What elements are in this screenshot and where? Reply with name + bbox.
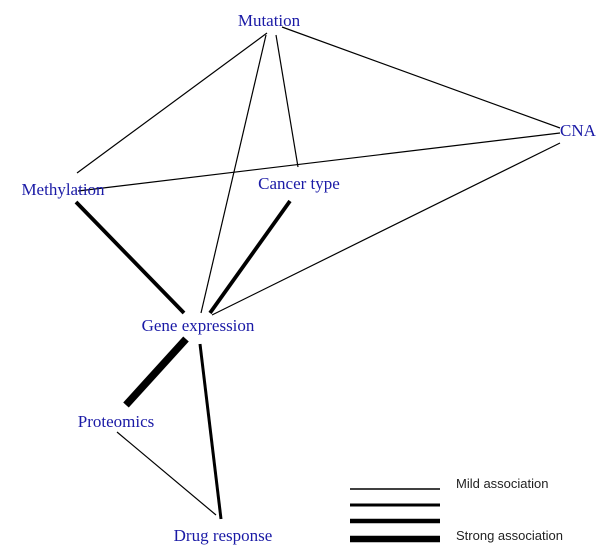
legend-label-strong: Strong association: [456, 528, 563, 543]
edge-cancer-type-gene-expression: [208, 199, 292, 315]
edge-mutation-gene-expression: [200, 34, 267, 314]
legend-label-mild: Mild association: [456, 476, 549, 491]
edge-mutation-cna: [281, 26, 561, 129]
node-proteomics: Proteomics: [78, 412, 155, 431]
edge-methylation-cna: [77, 132, 561, 192]
edge-mutation-methylation: [76, 32, 268, 174]
node-cna: CNA: [560, 121, 597, 140]
edge-gene-expression-proteomics: [123, 336, 189, 408]
node-gene-expression: Gene expression: [142, 316, 255, 335]
edge-proteomics-drug-response: [116, 431, 217, 516]
edge-gene-expression-drug-response: [198, 343, 223, 520]
edge-methylation-gene-expression: [74, 200, 186, 315]
node-methylation: Methylation: [21, 180, 105, 199]
legend: Mild association Strong association: [350, 476, 563, 543]
node-cancer-type: Cancer type: [258, 174, 340, 193]
node-drug-response: Drug response: [174, 526, 273, 545]
edge-mutation-cancer-type: [275, 34, 299, 168]
edge-cna-gene-expression: [211, 142, 561, 316]
node-mutation: Mutation: [238, 11, 301, 30]
edge-layer: [74, 26, 561, 520]
node-layer: Mutation CNA Methylation Cancer type Gen…: [21, 11, 596, 545]
